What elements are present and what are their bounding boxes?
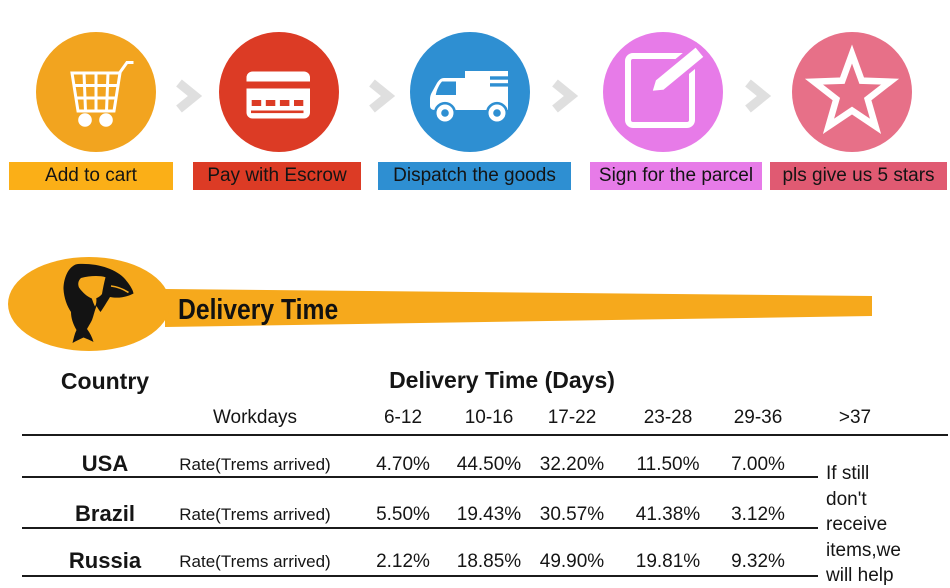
row-russia-value: 18.85%	[456, 551, 522, 572]
chevron-right-icon	[745, 79, 772, 113]
chevron-right-icon	[176, 79, 203, 113]
table-subheader-23-28: 23-28	[643, 407, 693, 428]
delivery-note: If still don't receive items,we will hel…	[826, 463, 901, 586]
table-subheader-10-16: 10-16	[464, 407, 514, 428]
chevron-right-icon	[369, 79, 396, 113]
row-usa-value: 7.00%	[731, 454, 785, 475]
step-label-dispatch-goods: Dispatch the goods	[378, 162, 571, 190]
row-usa-country: USA	[81, 451, 129, 476]
dispatch-goods-circle	[410, 32, 530, 152]
row-usa-value: 4.70%	[376, 454, 430, 475]
row-russia-country: Russia	[68, 548, 142, 573]
row-russia-value: 9.32%	[731, 551, 785, 572]
banner-title: Delivery Time	[178, 292, 339, 326]
row-brazil-rate-label: Rate(Trems arrived)	[179, 505, 331, 524]
row-russia-value: 2.12%	[376, 551, 430, 572]
table-subheader-17-22: 17-22	[547, 407, 597, 428]
row-brazil-value: 3.12%	[731, 504, 785, 525]
row-brazil-country: Brazil	[75, 501, 135, 526]
truck-icon	[430, 71, 509, 125]
row-russia-rate-label: Rate(Trems arrived)	[179, 552, 331, 571]
credit-card-icon	[246, 71, 310, 119]
cart-icon	[70, 61, 134, 127]
add-to-cart-circle	[36, 32, 156, 152]
table-subheader-gt37: >37	[838, 407, 872, 428]
chevron-right-icon	[552, 79, 579, 113]
step-label-sign-parcel: Sign for the parcel	[590, 162, 762, 190]
row-usa-value: 44.50%	[456, 454, 522, 475]
table-subheader-6-12: 6-12	[383, 407, 423, 428]
table-divider	[22, 434, 948, 436]
row-usa-value: 32.20%	[539, 454, 605, 475]
row-usa-value: 11.50%	[636, 454, 700, 475]
row-brazil-value: 41.38%	[635, 504, 701, 525]
banner-ribbon	[8, 257, 872, 351]
dolphin-icon	[63, 263, 134, 343]
table-subheader-workdays: Workdays	[212, 407, 298, 428]
step-label-five-stars: pls give us 5 stars	[770, 162, 947, 190]
sign-parcel-circle	[603, 32, 723, 152]
table-header-country: Country	[60, 368, 150, 394]
table-header-delivery-days: Delivery Time (Days)	[389, 367, 615, 393]
star-icon	[804, 44, 900, 135]
table-divider	[22, 527, 818, 529]
row-russia-value: 19.81%	[635, 551, 701, 572]
pay-with-escrow-circle	[219, 32, 339, 152]
table-subheader-29-36: 29-36	[733, 407, 783, 428]
table-divider	[22, 476, 818, 478]
row-brazil-value: 30.57%	[539, 504, 605, 525]
table-divider	[22, 575, 818, 577]
step-label-pay-with-escrow: Pay with Escrow	[193, 162, 361, 190]
five-stars-circle	[792, 32, 912, 152]
row-russia-value: 49.90%	[539, 551, 605, 572]
edit-icon	[625, 41, 709, 128]
row-usa-rate-label: Rate(Trems arrived)	[179, 455, 331, 474]
step-label-add-to-cart: Add to cart	[9, 162, 173, 190]
row-brazil-value: 19.43%	[456, 504, 522, 525]
row-brazil-value: 5.50%	[376, 504, 430, 525]
